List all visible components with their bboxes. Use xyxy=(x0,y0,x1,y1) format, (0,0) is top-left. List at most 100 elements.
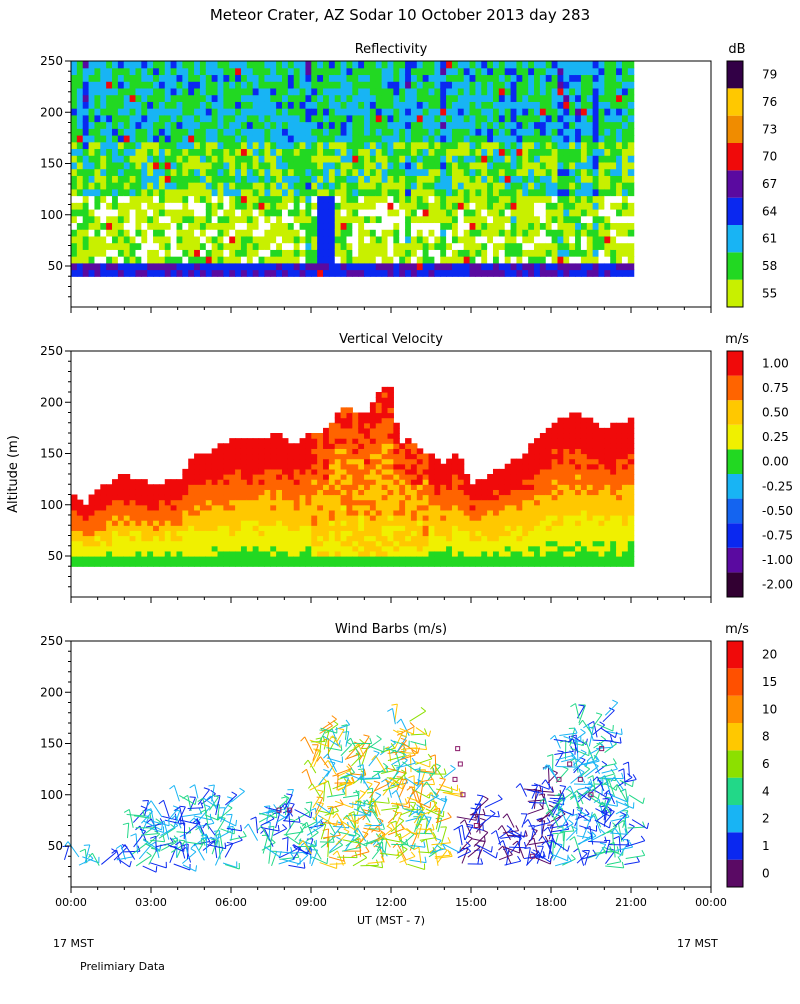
reflectivity-cell xyxy=(376,74,382,81)
reflectivity-cell xyxy=(264,155,270,162)
velocity-cell xyxy=(376,407,382,413)
velocity-cell xyxy=(311,474,317,480)
reflectivity-cell xyxy=(417,95,423,102)
velocity-cell xyxy=(159,541,165,547)
velocity-cell xyxy=(153,525,159,531)
velocity-cell xyxy=(106,541,112,547)
reflectivity-cell xyxy=(165,243,171,250)
reflectivity-cell xyxy=(599,135,605,142)
reflectivity-cell xyxy=(364,122,370,129)
reflectivity-cell xyxy=(341,222,347,229)
velocity-cell xyxy=(311,484,317,490)
reflectivity-cell xyxy=(223,182,229,189)
velocity-cell xyxy=(470,505,476,511)
reflectivity-cell xyxy=(141,270,147,277)
reflectivity-cell xyxy=(335,270,341,277)
reflectivity-cell xyxy=(77,189,83,196)
velocity-cell xyxy=(393,520,399,526)
reflectivity-cell xyxy=(552,216,558,223)
reflectivity-cell xyxy=(382,256,388,263)
velocity-cell xyxy=(171,561,177,567)
reflectivity-cell xyxy=(253,88,259,95)
reflectivity-cell xyxy=(241,61,247,68)
reflectivity-cell xyxy=(376,142,382,149)
velocity-cell xyxy=(487,530,493,536)
reflectivity-cell xyxy=(270,81,276,88)
reflectivity-cell xyxy=(241,243,247,250)
reflectivity-cell xyxy=(83,115,89,122)
velocity-cell xyxy=(253,489,259,495)
reflectivity-cell xyxy=(294,142,300,149)
reflectivity-cell xyxy=(241,128,247,135)
reflectivity-cell xyxy=(352,256,358,263)
reflectivity-cell xyxy=(382,81,388,88)
reflectivity-cell xyxy=(587,263,593,270)
reflectivity-cell xyxy=(165,101,171,108)
velocity-cell xyxy=(141,536,147,542)
reflectivity-cell xyxy=(593,128,599,135)
velocity-cell xyxy=(393,479,399,485)
reflectivity-cell xyxy=(388,182,394,189)
reflectivity-cell xyxy=(106,155,112,162)
reflectivity-cell xyxy=(346,256,352,263)
reflectivity-cell xyxy=(382,61,388,68)
velocity-cell xyxy=(376,443,382,449)
reflectivity-cell xyxy=(569,74,575,81)
reflectivity-cell xyxy=(516,155,522,162)
reflectivity-cell xyxy=(452,142,458,149)
reflectivity-cell xyxy=(364,243,370,250)
velocity-cell xyxy=(358,495,364,501)
reflectivity-cell xyxy=(575,236,581,243)
velocity-cell xyxy=(253,541,259,547)
velocity-cell xyxy=(382,520,388,526)
reflectivity-cell xyxy=(481,249,487,256)
velocity-cell xyxy=(188,561,194,567)
reflectivity-cell xyxy=(188,202,194,209)
velocity-cell xyxy=(100,515,106,521)
velocity-cell xyxy=(534,515,540,521)
reflectivity-cell xyxy=(376,148,382,155)
velocity-cell xyxy=(522,489,528,495)
velocity-cell xyxy=(522,525,528,531)
reflectivity-cell xyxy=(458,162,464,169)
velocity-cell xyxy=(464,561,470,567)
reflectivity-cell xyxy=(77,88,83,95)
reflectivity-cell xyxy=(464,74,470,81)
velocity-cell xyxy=(218,520,224,526)
reflectivity-cell xyxy=(223,155,229,162)
reflectivity-cell xyxy=(247,155,253,162)
velocity-cell xyxy=(141,546,147,552)
reflectivity-cell xyxy=(557,162,563,169)
reflectivity-cell xyxy=(311,202,317,209)
reflectivity-cell xyxy=(83,222,89,229)
reflectivity-cell xyxy=(393,95,399,102)
reflectivity-cell xyxy=(405,122,411,129)
velocity-cell xyxy=(300,546,306,552)
reflectivity-cell xyxy=(434,263,440,270)
reflectivity-cell xyxy=(89,209,95,216)
reflectivity-cell xyxy=(446,128,452,135)
reflectivity-cell xyxy=(470,155,476,162)
reflectivity-cell xyxy=(182,155,188,162)
colorbar-label: 76 xyxy=(762,95,777,109)
reflectivity-cell xyxy=(270,222,276,229)
velocity-cell xyxy=(194,525,200,531)
reflectivity-cell xyxy=(628,155,634,162)
velocity-cell xyxy=(382,510,388,516)
reflectivity-cell xyxy=(182,216,188,223)
velocity-cell xyxy=(276,525,282,531)
reflectivity-cell xyxy=(411,196,417,203)
reflectivity-cell xyxy=(557,135,563,142)
reflectivity-cell xyxy=(223,88,229,95)
velocity-cell xyxy=(364,418,370,424)
reflectivity-cell xyxy=(358,229,364,236)
reflectivity-cell xyxy=(388,236,394,243)
reflectivity-cell xyxy=(499,122,505,129)
reflectivity-cell xyxy=(540,243,546,250)
reflectivity-cell xyxy=(429,155,435,162)
velocity-cell xyxy=(177,530,183,536)
velocity-cell xyxy=(411,536,417,542)
reflectivity-cell xyxy=(464,216,470,223)
velocity-cell xyxy=(329,428,335,434)
reflectivity-cell xyxy=(346,169,352,176)
